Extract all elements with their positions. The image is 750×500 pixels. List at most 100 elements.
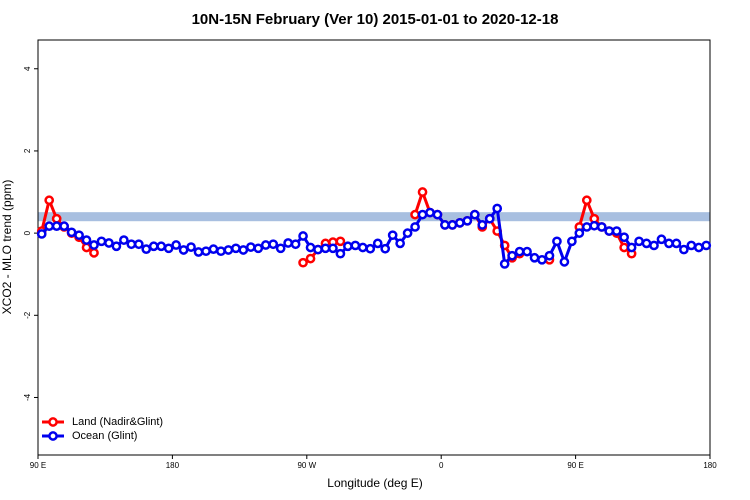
data-point: [350, 240, 361, 251]
data-point: [111, 241, 122, 252]
y-tick-label: 2: [23, 148, 32, 153]
data-point: [51, 213, 62, 224]
data-point: [514, 246, 525, 257]
data-point: [589, 220, 600, 231]
data-point: [619, 242, 629, 253]
data-point: [522, 246, 532, 257]
data-point: [365, 243, 376, 254]
data-point: [544, 250, 555, 261]
data-point: [313, 244, 323, 255]
data-point: [66, 227, 77, 238]
data-point: [216, 246, 226, 257]
data-point: [193, 247, 204, 257]
data-point: [290, 239, 301, 250]
data-point: [604, 226, 615, 236]
data-point: [686, 240, 697, 251]
data-point: [567, 236, 577, 247]
data-point: [163, 243, 174, 254]
y-tick-label: -4: [23, 393, 32, 401]
data-point: [402, 228, 413, 238]
data-point: [178, 245, 189, 255]
data-point: [201, 246, 211, 257]
data-point: [581, 195, 592, 206]
data-point: [171, 240, 181, 250]
data-point: [305, 253, 316, 264]
data-point: [484, 213, 495, 224]
data-point: [693, 242, 704, 253]
x-axis-label: Longitude (deg E): [327, 476, 422, 490]
data-point: [320, 243, 331, 254]
data-point: [477, 220, 488, 230]
x-tick-label: 90 W: [297, 461, 316, 470]
data-point: [59, 221, 69, 231]
data-point: [701, 240, 712, 251]
data-point: [626, 242, 637, 253]
data-point: [343, 241, 353, 252]
data-point: [283, 238, 293, 248]
data-point: [231, 243, 241, 254]
data-point: [81, 235, 92, 245]
y-tick-label: -2: [23, 311, 32, 319]
y-tick-label: 4: [23, 66, 32, 71]
data-point: [133, 239, 144, 250]
data-point: [208, 244, 219, 254]
x-tick-label: 90 E: [30, 461, 46, 470]
data-point: [74, 230, 84, 241]
data-point: [641, 238, 652, 249]
data-point: [596, 222, 607, 232]
data-point: [611, 226, 622, 236]
y-tick-label: 0: [23, 230, 32, 235]
data-point: [619, 232, 629, 243]
data-point: [372, 238, 383, 249]
data-point: [581, 222, 592, 232]
data-point: [417, 187, 428, 197]
data-point: [260, 240, 271, 250]
data-point: [447, 220, 458, 230]
data-point: [36, 229, 47, 239]
y-axis-label: XCO2 - MLO trend (ppm): [0, 180, 14, 315]
data-point: [141, 244, 152, 254]
data-point: [529, 252, 540, 263]
data-point: [634, 236, 644, 247]
data-point: [507, 250, 517, 261]
data-point: [679, 244, 689, 255]
data-point: [387, 230, 398, 241]
data-point: [664, 238, 674, 249]
data-point: [44, 195, 55, 206]
data-point: [51, 221, 62, 231]
data-point: [499, 259, 510, 269]
data-point: [537, 254, 547, 265]
data-point: [238, 245, 249, 255]
data-point: [455, 217, 465, 228]
data-point: [328, 243, 338, 254]
data-point: [298, 231, 308, 241]
data-point: [275, 243, 286, 254]
data-point: [335, 236, 346, 247]
data-point: [357, 242, 368, 253]
reference-band: [38, 212, 710, 222]
data-point: [298, 257, 308, 268]
data-point: [96, 236, 107, 247]
data-point: [186, 242, 196, 252]
data-point: [410, 222, 420, 232]
data-point: [156, 241, 167, 252]
data-point: [81, 242, 92, 253]
data-point: [656, 234, 667, 245]
data-point: [223, 245, 234, 255]
data-point: [469, 209, 480, 220]
data-point: [492, 203, 503, 214]
data-point: [559, 257, 570, 267]
data-point: [126, 239, 137, 250]
data-point: [552, 236, 562, 247]
data-point: [395, 238, 405, 249]
data-point: [305, 242, 316, 253]
data-point: [425, 207, 435, 218]
data-point: [432, 209, 443, 220]
legend-marker: [48, 417, 58, 427]
data-point: [245, 242, 256, 252]
data-point: [417, 209, 428, 220]
legend-label: Land (Nadir&Glint): [72, 416, 163, 428]
data-point: [380, 243, 391, 254]
x-tick-label: 180: [703, 461, 717, 470]
